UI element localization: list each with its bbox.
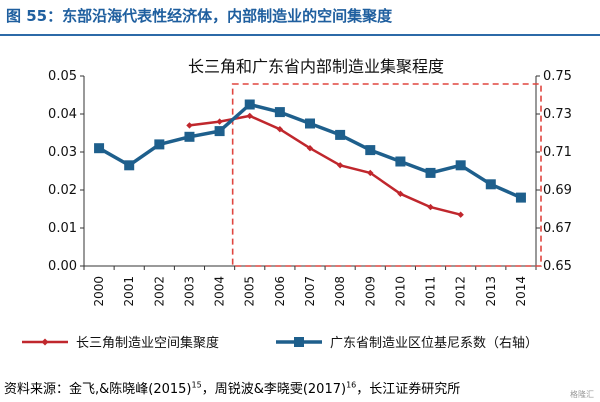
source-text-1: 资料来源：金飞,&陈晓峰(2015) [4, 382, 192, 397]
series-2-point [455, 160, 466, 171]
y-left-tick-label: 0.01 [48, 221, 77, 236]
x-tick-label: 2011 [424, 276, 438, 307]
legend-swatch-marker [294, 337, 304, 347]
series-1-point [397, 190, 404, 197]
x-tick-label: 2013 [484, 276, 498, 307]
y-left-tick-label: 0.02 [48, 183, 77, 198]
x-tick-label: 2003 [182, 276, 196, 307]
series-2-point [274, 107, 285, 118]
watermark-text: 格隆汇 [570, 390, 594, 399]
x-tick-label: 2010 [393, 276, 407, 307]
y-right-tick-label: 0.75 [543, 69, 572, 84]
series-1-point [367, 169, 374, 177]
series-1-point [186, 122, 193, 129]
x-tick-label: 2005 [243, 276, 257, 307]
series-1-point [306, 145, 314, 152]
y-left-tick-label: 0.04 [48, 107, 77, 122]
y-right-tick-label: 0.67 [543, 221, 572, 236]
legend-swatch-marker [41, 338, 49, 346]
source-text-3: ，长江证券研究所 [356, 382, 461, 397]
legend-label: 长三角制造业空间集聚度 [76, 335, 219, 351]
source-ref-2: 16 [346, 380, 357, 390]
title-rule [0, 34, 600, 36]
highlight-box [231, 83, 542, 267]
line-chart: 长三角和广东省内部制造业集聚程度 0.00 0.01 0.02 0.03 0.04 0.0… [22, 57, 572, 351]
series-1-point [216, 118, 223, 125]
y-right-tick-label: 0.73 [543, 107, 572, 122]
source-note: 资料来源：金飞,&陈晓峰(2015)15，周锐波&李晓雯(2017)16，长江证… [4, 378, 460, 397]
source-ref-1: 15 [191, 380, 202, 390]
x-tick-label: 2014 [514, 276, 528, 307]
series-2-point [395, 156, 406, 167]
x-tick-label: 2002 [152, 276, 166, 307]
series-1-point [246, 112, 253, 120]
x-tick-label: 2006 [273, 276, 287, 307]
y-right-tick-label: 0.65 [543, 259, 572, 274]
series-2-point [124, 160, 135, 171]
series-2-point [244, 99, 255, 110]
series-2-point [365, 145, 376, 156]
x-tick-label: 2004 [213, 276, 227, 307]
y-left-tick-label: 0.05 [48, 69, 77, 84]
series-2-point [515, 192, 526, 203]
x-tick-label: 2008 [333, 276, 347, 307]
series-1-point [457, 211, 464, 218]
source-text-2: ，周锐波&李晓雯(2017) [201, 382, 347, 397]
x-tick-label: 2007 [303, 276, 317, 307]
y-left-tick-label: 0.03 [48, 145, 77, 160]
y-left-tick-label: 0.00 [48, 259, 77, 274]
y-right-tick-label: 0.69 [543, 183, 572, 198]
legend-label: 广东省制造业区位基尼系数（右轴） [330, 336, 538, 351]
series-2-point [305, 118, 315, 129]
series-2-point [214, 126, 225, 137]
series-2-point [485, 179, 496, 190]
series-2-point [335, 129, 346, 140]
figure-title: 图 55：东部沿海代表性经济体，内部制造业的空间集聚度 [6, 7, 393, 25]
series-2-point [425, 167, 436, 178]
series-1-point [336, 162, 344, 169]
x-tick-label: 2009 [363, 276, 377, 307]
x-tick-label: 2000 [92, 276, 106, 307]
series-2-point [184, 131, 195, 142]
x-tick-label: 2012 [454, 276, 468, 307]
series-2-point [154, 139, 165, 150]
chart-title: 长三角和广东省内部制造业集聚程度 [188, 57, 444, 76]
y-right-tick-label: 0.71 [543, 145, 572, 160]
series-1-point [427, 203, 434, 211]
series-2-point [94, 143, 105, 154]
x-tick-label: 2001 [122, 276, 136, 307]
series-1-point [276, 126, 284, 133]
